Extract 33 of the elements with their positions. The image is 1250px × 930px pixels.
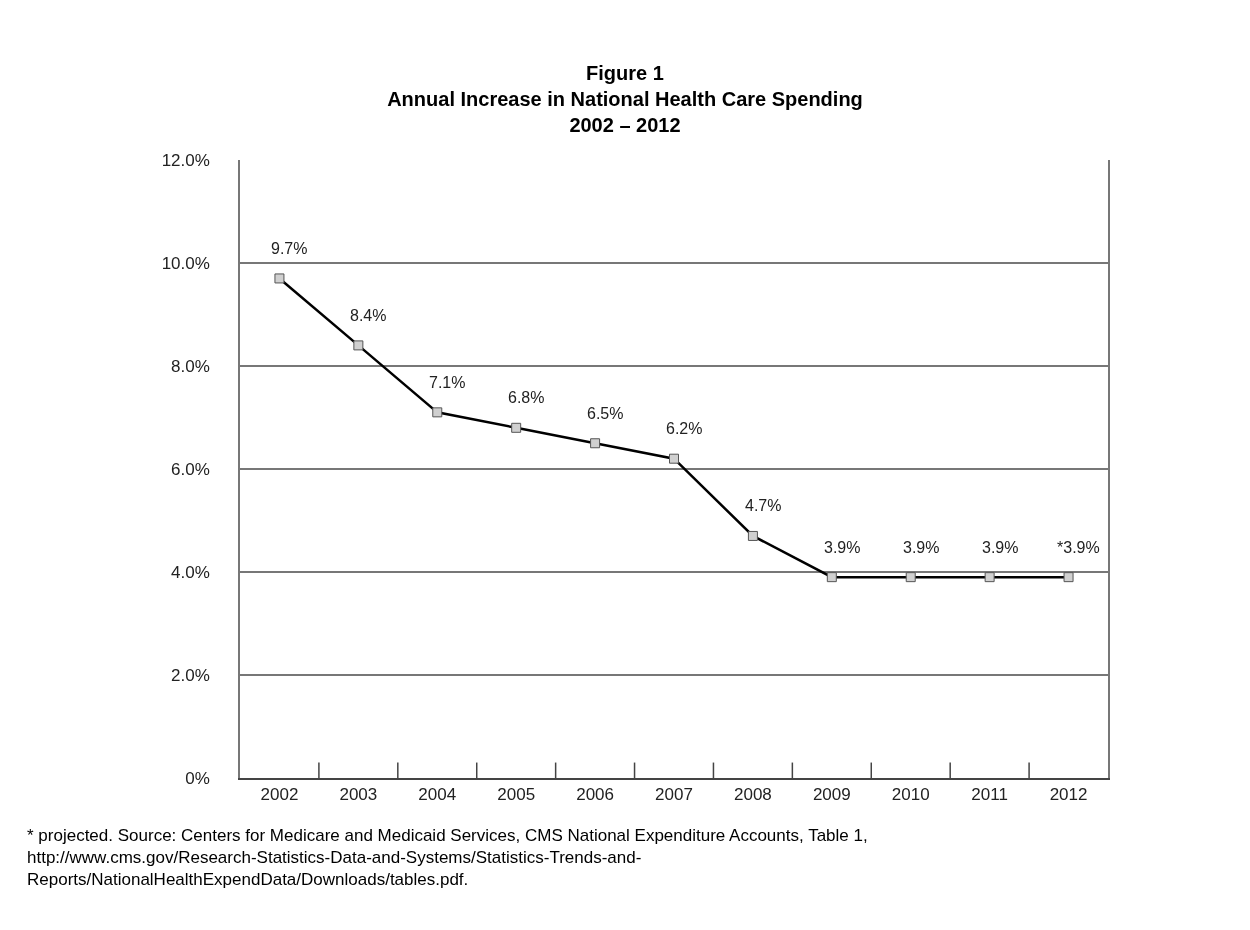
text: * projected. Source: Centers for Medicare and Medicaid Services, CMS National Expenditure Accounts, Table 1, [27,826,868,845]
data-label: 9.7% [271,240,308,257]
y-tick-label: 2.0% [171,665,210,685]
data-label: *3.9% [1057,539,1100,556]
data-label: 6.5% [587,405,624,422]
data-label: 3.9% [982,539,1019,556]
y-tick-label: 6.0% [171,459,210,479]
y-tick-label: 12.0% [161,150,210,170]
y-tick-label: 10.0% [161,253,210,273]
x-tick-label: 2010 [891,785,930,805]
data-label: 3.9% [903,539,940,556]
x-tick-label: 2002 [260,785,299,805]
data-label: 3.9% [824,539,861,556]
x-tick-label: 2004 [418,785,457,805]
text: http://www.cms.gov/Research-Statistics-Data-and-Systems/Statistics-Trends-and- [27,848,642,867]
x-tick-label: 2008 [734,785,772,805]
y-tick-label: 8.0% [171,356,210,376]
x-tick-label: 2011 [971,785,1008,805]
x-tick-label: 2012 [1049,785,1088,805]
data-label: 6.2% [666,420,703,437]
data-label: 7.1% [429,374,466,391]
data-label: 8.4% [350,307,387,324]
x-tick-label: 2005 [497,785,536,805]
data-label: 6.8% [508,389,545,406]
x-tick-label: 2007 [655,785,693,805]
x-tick-label: 2006 [576,785,614,805]
data-label: 4.7% [745,497,782,514]
chart-title: Figure 1 Annual Increase in National Health Care Spending 2002 – 2012 [387,61,863,136]
y-tick-label: 4.0% [171,562,210,582]
y-tick-label: 0% [185,768,210,788]
x-tick-label: 2009 [812,785,851,805]
x-tick-label: 2003 [339,785,378,805]
text: Reports/NationalHealthExpendData/Downloads/tables.pdf. [27,870,469,889]
